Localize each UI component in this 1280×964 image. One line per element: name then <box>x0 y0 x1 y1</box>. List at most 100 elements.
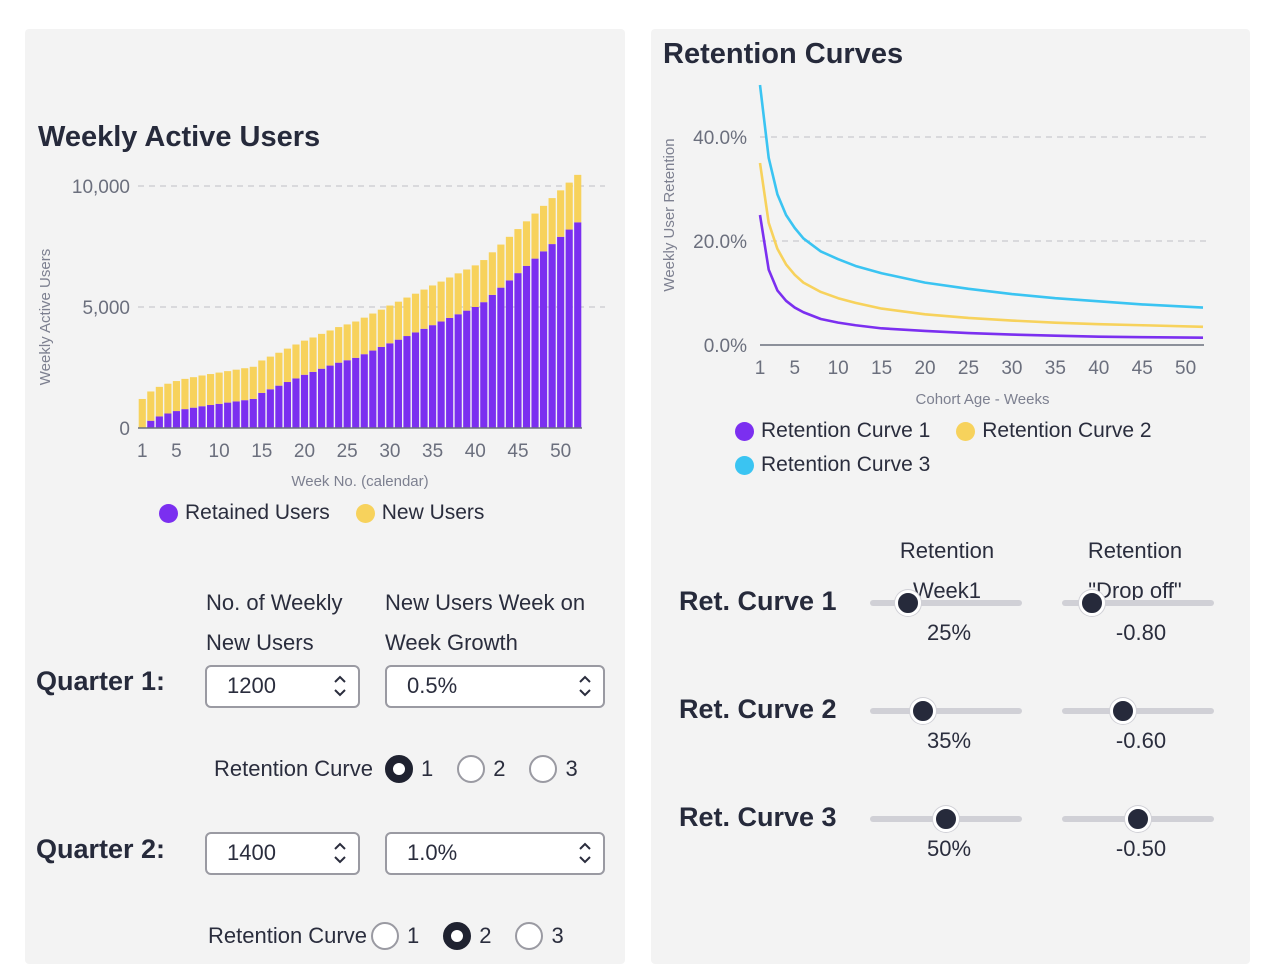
retention-curves-chart: 0.0%20.0%40.0%1 5 10 15 20 25 30 35 40 45 50Cohort… <box>661 84 1209 408</box>
bar-new-users <box>318 333 326 369</box>
quarter-1-radio-option-1[interactable]: 1 <box>384 755 433 783</box>
x-tick-label: 1 <box>755 358 766 379</box>
bar-new-users <box>514 229 522 274</box>
bar-retained-users <box>258 392 266 428</box>
quarter-2-radio-option-2[interactable]: 2 <box>443 922 491 950</box>
bar-retained-users <box>540 251 548 428</box>
chart-legend: Retained Users New Users <box>159 501 484 525</box>
x-tick-label: 20 <box>914 358 935 379</box>
legend-item-retained-users[interactable]: Retained Users <box>159 501 330 525</box>
bar-new-users <box>232 369 240 402</box>
bar-new-users <box>437 281 445 322</box>
bar-new-users <box>548 198 556 245</box>
bar-retained-users <box>574 222 582 428</box>
x-tick-label: 50 <box>1175 358 1196 379</box>
bar-retained-users <box>531 258 539 428</box>
bar-new-users <box>258 360 266 393</box>
quarter-1-radio-option-2[interactable]: 2 <box>457 755 505 783</box>
bar-retained-users <box>471 307 479 428</box>
legend-dot-icon <box>735 421 754 441</box>
quarter-2-growth-input[interactable]: 1.0% <box>385 832 605 875</box>
ret-curve-2-dropoff-slider-track[interactable] <box>1062 708 1214 714</box>
x-tick-label: 45 <box>1132 358 1153 379</box>
ret-curve-2-label: Ret. Curve 2 <box>679 694 837 724</box>
bar-new-users <box>155 386 163 417</box>
bar-retained-users <box>360 354 368 428</box>
bar-new-users <box>207 374 215 406</box>
legend-item-retention-curve-2[interactable]: Retention Curve 2 <box>956 419 1152 443</box>
bar-retained-users <box>275 385 283 428</box>
bar-retained-users <box>181 409 189 428</box>
radio-unselected-icon[interactable] <box>529 755 558 783</box>
quarter-1-radio-option-3[interactable]: 3 <box>529 755 578 783</box>
panel-title: Weekly Active Users <box>38 121 321 153</box>
x-tick-label: 10 <box>828 358 849 379</box>
bar-retained-users <box>224 402 232 428</box>
legend-item-retention-curve-1[interactable]: Retention Curve 1 <box>735 419 930 443</box>
ret-curve-1-week1-value: 25% <box>926 620 972 645</box>
ret-curve-3-week1-slider-handle[interactable] <box>933 806 959 832</box>
legend-dot-icon <box>956 421 976 441</box>
legend-dot-icon <box>159 503 178 523</box>
ret-curve-2-dropoff-slider-handle[interactable] <box>1109 698 1136 724</box>
bar-new-users <box>557 190 565 237</box>
legend-dot-icon <box>355 503 375 523</box>
radio-selected-icon[interactable] <box>443 922 472 950</box>
ret-curve-2-week1-slider-track[interactable] <box>870 708 1022 714</box>
ret-curve-3-dropoff-slider-handle[interactable] <box>1125 806 1151 832</box>
bar-retained-users <box>394 339 402 428</box>
quarter-2-radio-option-1[interactable]: 1 <box>370 922 419 950</box>
bar-retained-users <box>215 403 223 428</box>
bar-new-users <box>215 372 223 404</box>
bar-retained-users <box>411 332 420 428</box>
bar-new-users <box>335 327 343 363</box>
bar-new-users <box>198 375 206 407</box>
bar-new-users <box>488 252 496 295</box>
bar-retained-users <box>249 398 257 428</box>
bar-retained-users <box>283 382 291 428</box>
ret-curve-1-dropoff-slider-handle[interactable] <box>1079 590 1106 616</box>
quarter-1-growth-input[interactable]: 0.5% <box>385 665 605 708</box>
bar-new-users <box>386 305 394 344</box>
ret-curve-3-dropoff-value: -0.50 <box>1115 836 1167 861</box>
bar-new-users <box>505 236 513 281</box>
spinner-arrows-icon[interactable] <box>575 672 595 700</box>
bar-retained-users <box>522 265 531 428</box>
quarter-2-new-users-input[interactable]: 1400 <box>205 832 360 875</box>
ret-curve-2-week1-slider-handle[interactable] <box>910 698 937 724</box>
radio-unselected-icon[interactable] <box>370 922 399 950</box>
legend-item-new-users[interactable]: New Users <box>355 501 484 525</box>
radio-unselected-icon[interactable] <box>515 922 544 950</box>
radio-unselected-icon[interactable] <box>457 755 486 783</box>
input-value: 1200 <box>227 673 276 698</box>
ret-curve-1-dropoff-slider-track[interactable] <box>1062 600 1214 606</box>
quarter-2-radio-option-3[interactable]: 3 <box>515 922 564 950</box>
x-tick-label: 10 <box>209 441 230 462</box>
bar-new-users <box>138 398 146 428</box>
legend-item-retention-curve-3[interactable]: Retention Curve 3 <box>735 453 930 477</box>
column-header-retention-week1: Retention Week1 <box>889 531 1005 611</box>
bar-retained-users <box>463 310 471 428</box>
spinner-arrows-icon[interactable] <box>575 839 595 867</box>
bar-new-users <box>446 277 454 318</box>
spinner-arrows-icon[interactable] <box>330 839 350 867</box>
y-tick-label: 40.0% <box>693 128 747 149</box>
bar-new-users <box>429 285 437 326</box>
ret-curve-1-week1-slider-track[interactable] <box>870 600 1022 606</box>
ret-curve-3-label: Ret. Curve 3 <box>679 802 837 832</box>
bar-retained-users <box>514 273 522 428</box>
bar-new-users <box>249 366 257 399</box>
quarter-1-new-users-input[interactable]: 1200 <box>205 665 360 708</box>
spinner-arrows-icon[interactable] <box>330 672 350 700</box>
x-tick-label: 20 <box>294 441 315 462</box>
ret-curve-1-week1-slider-handle[interactable] <box>895 590 921 616</box>
bar-new-users <box>309 337 317 372</box>
x-axis-title: Cohort Age - Weeks <box>916 391 1050 408</box>
bar-retained-users <box>565 229 573 428</box>
bar-new-users <box>480 260 488 303</box>
radio-selected-icon[interactable] <box>384 755 413 783</box>
x-tick-label: 25 <box>337 441 358 462</box>
ret-curve-1-dropoff-value: -0.80 <box>1115 620 1167 645</box>
weekly-active-users-panel: Weekly Active Users 0 5,000 10,000 1 5 10 15 20… <box>25 29 625 964</box>
